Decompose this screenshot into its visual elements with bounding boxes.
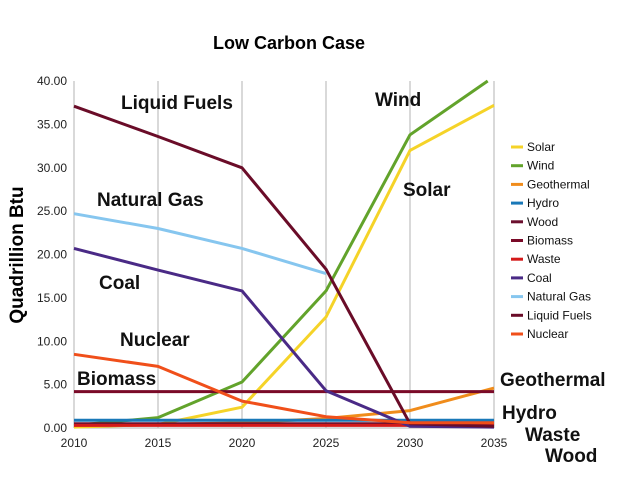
y-tick-label-5: 25.00 bbox=[37, 204, 67, 218]
x-tick-label-2020: 2020 bbox=[229, 436, 256, 450]
legend-label-waste: Waste bbox=[527, 252, 561, 266]
x-tick-labels: 2010 2015 2020 2025 2030 2035 bbox=[61, 436, 508, 450]
y-tick-label-4: 20.00 bbox=[37, 248, 67, 262]
y-tick-label-0: 0.00 bbox=[44, 421, 68, 435]
series-line-coal bbox=[73, 246, 495, 429]
y-tick-label-3: 15.00 bbox=[37, 291, 67, 305]
y-tick-label-1: 5.00 bbox=[44, 378, 68, 392]
legend: Solar Wind Geothermal Hydro Wood Biomass Waste… bbox=[511, 140, 592, 341]
y-tick-label-2: 10.00 bbox=[37, 334, 67, 348]
annotation-hydro: Hydro bbox=[502, 403, 557, 424]
x-tick-label-2025: 2025 bbox=[313, 436, 340, 450]
legend-label-liquid-fuels: Liquid Fuels bbox=[527, 308, 592, 322]
series-line-natural-gas bbox=[73, 212, 327, 276]
y-tick-labels: 0.00 5.00 10.00 15.00 20.00 25.00 30.00 35.00 40… bbox=[37, 74, 67, 435]
legend-label-coal: Coal bbox=[527, 271, 552, 285]
y-axis-label: Quadrillion Btu bbox=[7, 186, 28, 323]
annotation-wind: Wind bbox=[375, 90, 421, 111]
annotation-coal: Coal bbox=[99, 273, 140, 294]
annotation-natural-gas: Natural Gas bbox=[97, 190, 204, 211]
annotation-nuclear: Nuclear bbox=[120, 330, 190, 351]
legend-label-geothermal: Geothermal bbox=[527, 177, 590, 191]
y-tick-label-8: 40.00 bbox=[37, 74, 67, 88]
legend-label-wind: Wind bbox=[527, 159, 554, 173]
chart-title: Low Carbon Case bbox=[213, 33, 365, 53]
y-tick-label-6: 30.00 bbox=[37, 161, 67, 175]
axes bbox=[73, 81, 494, 429]
series-line-nuclear bbox=[73, 352, 494, 425]
annotation-biomass: Biomass bbox=[77, 369, 156, 390]
x-tick-label-2030: 2030 bbox=[397, 436, 424, 450]
annotation-liquid-fuels: Liquid Fuels bbox=[121, 93, 233, 114]
legend-label-wood: Wood bbox=[527, 215, 558, 229]
x-tick-label-2015: 2015 bbox=[145, 436, 172, 450]
legend-label-nuclear: Nuclear bbox=[527, 327, 568, 341]
legend-label-solar: Solar bbox=[527, 140, 555, 154]
series-annotations: Liquid Fuels Wind Natural Gas Solar Coal… bbox=[77, 90, 606, 467]
y-tick-label-7: 35.00 bbox=[37, 117, 67, 131]
legend-label-natural-gas: Natural Gas bbox=[527, 290, 591, 304]
annotation-wood: Wood bbox=[545, 446, 597, 467]
annotation-geothermal: Geothermal bbox=[500, 370, 606, 391]
grid-lines bbox=[157, 81, 495, 428]
annotation-solar: Solar bbox=[403, 180, 451, 201]
x-tick-label-2035: 2035 bbox=[481, 436, 508, 450]
legend-label-biomass: Biomass bbox=[527, 234, 573, 248]
series-lines bbox=[73, 79, 495, 429]
legend-label-hydro: Hydro bbox=[527, 196, 559, 210]
annotation-waste: Waste bbox=[525, 425, 580, 446]
x-tick-label-2010: 2010 bbox=[61, 436, 88, 450]
